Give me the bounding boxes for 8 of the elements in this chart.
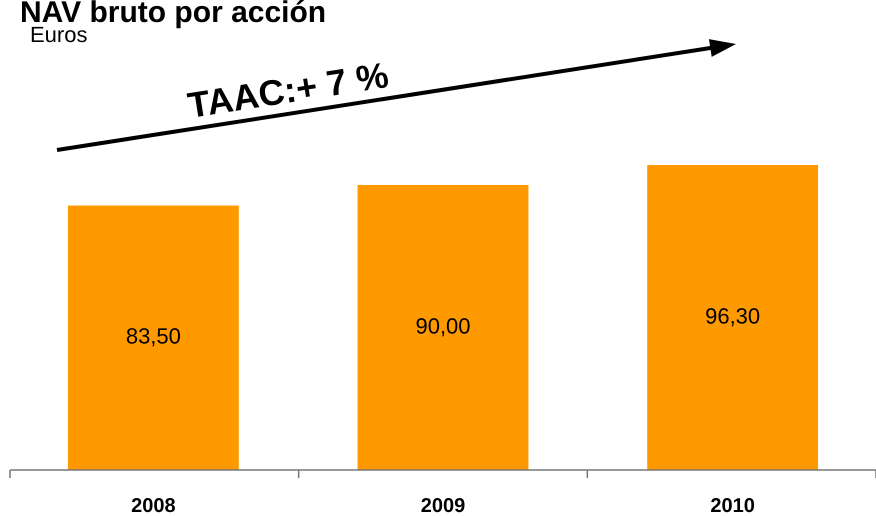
text: TAAC:+ 7 % bbox=[184, 54, 392, 126]
data-label: 83,50 bbox=[126, 324, 181, 349]
data-label: 90,00 bbox=[415, 313, 471, 338]
x-tick-label: 2010 bbox=[710, 495, 755, 516]
x-tick-label: 2008 bbox=[131, 495, 176, 516]
chart-subtitle: Euros bbox=[30, 22, 88, 47]
x-tick-label: 2009 bbox=[420, 495, 466, 516]
data-label: 96,30 bbox=[705, 303, 760, 328]
